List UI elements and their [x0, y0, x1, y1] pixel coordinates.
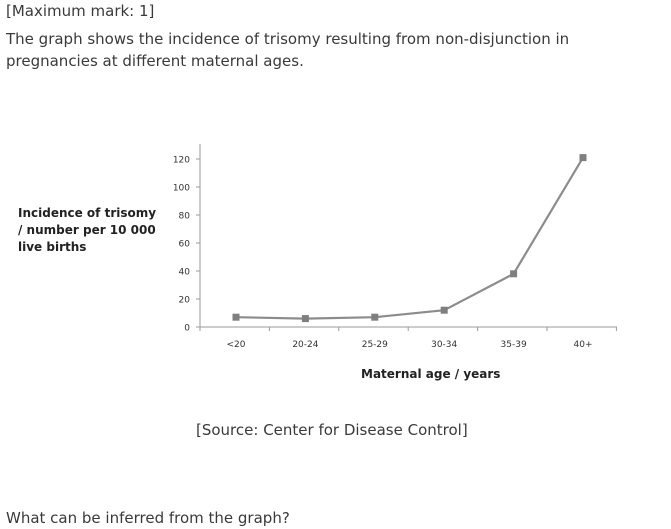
y-tick-label: 120: [173, 156, 190, 166]
x-tick-label: 40+: [574, 340, 593, 350]
y-axis-label-line-2: / number per 10 000: [18, 223, 156, 237]
x-tick-label: 35-39: [501, 340, 527, 350]
y-axis-label-line-1: Incidence of trisomy: [18, 206, 157, 220]
data-point: [301, 315, 309, 323]
y-tick-label: 60: [179, 240, 191, 250]
data-point: [232, 313, 240, 321]
x-tick-label: 25-29: [362, 340, 388, 350]
y-axis-label: Incidence of trisomy / number per 10 000…: [18, 205, 168, 256]
y-tick-label: 20: [179, 296, 191, 306]
data-point: [440, 306, 448, 314]
series-line: [235, 157, 584, 320]
data-point: [371, 313, 379, 321]
data-point: [510, 270, 518, 278]
question-prompt: What can be inferred from the graph?: [6, 509, 290, 527]
x-tick-label: 30-34: [431, 340, 457, 350]
x-tick-label: <20: [227, 340, 246, 350]
y-axis-label-line-3: live births: [18, 240, 87, 254]
source-note: [Source: Center for Disease Control]: [196, 421, 468, 439]
x-tick-label: 20-24: [292, 340, 318, 350]
y-tick-label: 100: [173, 184, 190, 194]
x-axis-label: Maternal age / years: [361, 367, 501, 381]
question-intro: The graph shows the incidence of trisomy…: [6, 30, 570, 70]
y-tick-label: 80: [179, 212, 191, 222]
data-point: [579, 154, 587, 162]
y-tick-label: 0: [184, 324, 190, 334]
y-tick-label: 40: [179, 268, 191, 278]
maximum-mark: [Maximum mark: 1]: [6, 2, 155, 20]
